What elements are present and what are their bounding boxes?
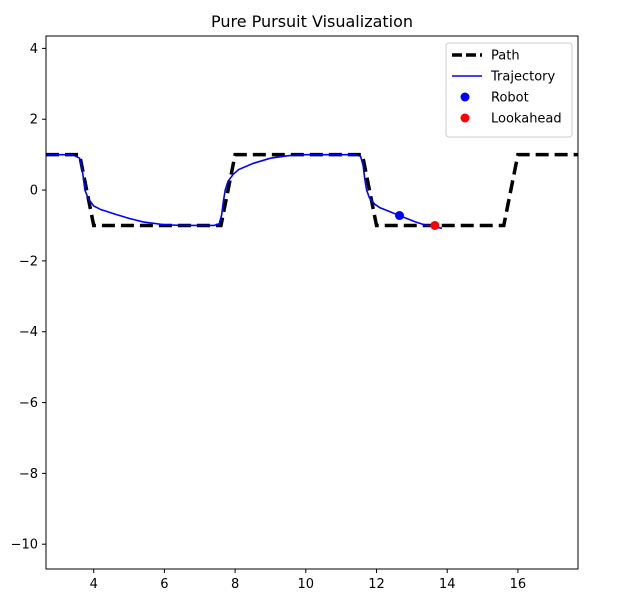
trajectory-line — [46, 153, 443, 230]
y-tick-label: −2 — [19, 254, 38, 269]
x-tick-label: 16 — [510, 577, 527, 592]
legend-label-robot: Robot — [491, 91, 529, 106]
legend-label-trajectory: Trajectory — [490, 70, 555, 85]
tick-layer: 4 6 8 10 12 14 16 4 2 0 −2 −4 −6 −8 −10 — [11, 42, 527, 592]
series-layer — [46, 152, 578, 230]
y-tick-label: −4 — [19, 325, 38, 340]
legend-box — [445, 42, 573, 138]
x-tick-label: 12 — [368, 577, 385, 592]
y-tick-label: 4 — [30, 42, 38, 57]
x-tick-label: 10 — [298, 577, 315, 592]
y-tick-label: −8 — [19, 467, 38, 482]
chart-title: Pure Pursuit Visualization — [211, 12, 413, 31]
y-tick-label: −10 — [11, 538, 38, 553]
legend-label-lookahead: Lookahead — [491, 112, 562, 127]
legend-swatch-lookahead — [460, 113, 470, 123]
y-tick-label: 0 — [30, 184, 38, 199]
legend: Path Trajectory Robot Lookahead — [445, 42, 573, 138]
plot-frame — [45, 35, 579, 570]
legend-swatch-robot — [460, 92, 470, 102]
x-tick-label: 14 — [439, 577, 456, 592]
y-tick-label: 2 — [30, 113, 38, 128]
robot-marker — [394, 211, 404, 221]
x-tick-label: 8 — [231, 577, 239, 592]
x-tick-label: 4 — [90, 577, 98, 592]
y-tick-label: −6 — [19, 396, 38, 411]
legend-label-path: Path — [491, 49, 520, 64]
x-tick-label: 6 — [160, 577, 168, 592]
lookahead-marker — [430, 220, 440, 230]
